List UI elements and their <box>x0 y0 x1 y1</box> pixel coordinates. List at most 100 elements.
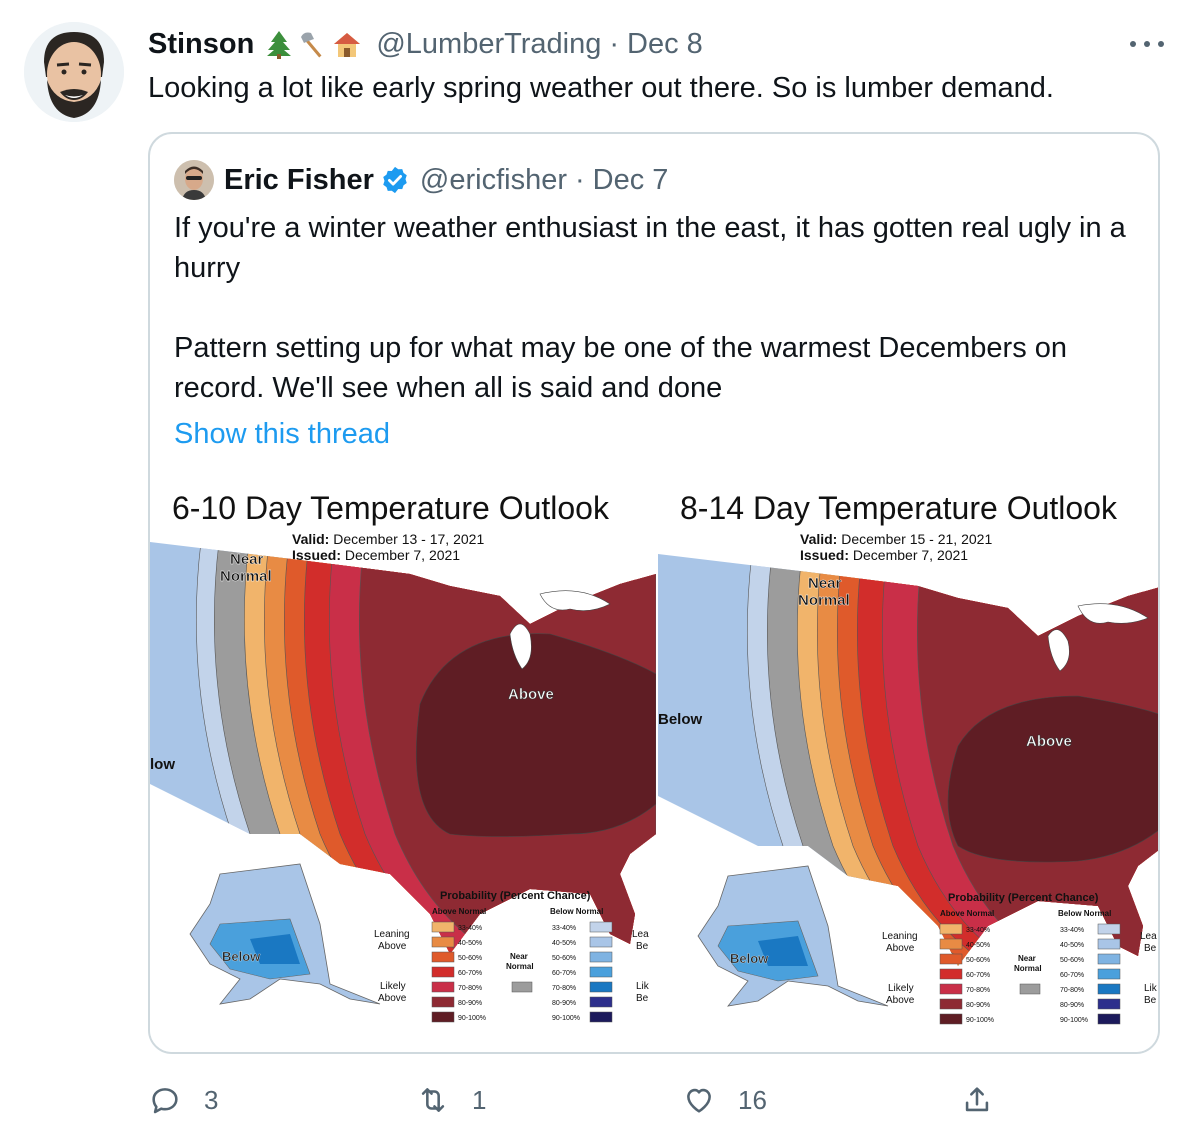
legend-label: Be <box>1144 943 1157 954</box>
legend-bin-label: 80-90% <box>552 1000 576 1007</box>
issued-label: Issued: <box>292 547 342 563</box>
great-lakes <box>539 590 611 611</box>
near-normal-label: Normal <box>798 592 850 609</box>
legend-swatch <box>1097 983 1121 995</box>
heart-icon <box>687 1088 711 1113</box>
tweet-actions: 3 1 16 <box>148 1078 1008 1122</box>
outlook-map-6-10-day[interactable]: 6-10 Day Temperature Outlook Valid: Dece… <box>150 484 656 1052</box>
probability-legend: Probability (Percent Chance) Above Normal… <box>374 890 650 1023</box>
below-label: low <box>150 756 175 773</box>
legend-label: Lik <box>636 981 650 992</box>
legend-swatch <box>1097 923 1121 935</box>
near-normal-label: Near <box>808 575 842 592</box>
outlook-core-above <box>947 695 1158 863</box>
legend-label: Be <box>636 941 649 952</box>
verified-badge-icon <box>383 166 407 194</box>
separator: · <box>609 27 620 60</box>
legend-swatch <box>1097 998 1121 1010</box>
legend-bin-label: 40-50% <box>552 940 576 947</box>
outlook-map-8-14-day[interactable]: 8-14 Day Temperature Outlook Valid: Dece… <box>656 484 1158 1052</box>
quoted-tweet-text: If you're a winter weather enthusiast in… <box>174 208 1144 408</box>
legend-bin-label: 90-100% <box>552 1015 580 1022</box>
attached-images: 6-10 Day Temperature Outlook Valid: Dece… <box>150 484 1158 1052</box>
alaska-region: Below <box>189 863 381 1005</box>
legend-bin-label: 60-70% <box>1060 972 1084 979</box>
author-name[interactable]: Stinson <box>148 27 255 60</box>
share-icon <box>965 1087 989 1112</box>
quoted-text-paragraph: Pattern setting up for what may be one o… <box>174 332 1068 404</box>
great-lakes <box>509 623 532 670</box>
legend-header: Above Normal <box>940 909 994 918</box>
legend-header: Below Normal <box>550 907 603 916</box>
legend-bin-label: 70-80% <box>552 985 576 992</box>
legend-swatch <box>939 953 963 965</box>
axe-icon <box>301 32 322 58</box>
issued-label: Issued: <box>800 547 850 563</box>
legend-swatch <box>431 966 455 978</box>
legend-bin-label: 60-70% <box>966 972 990 979</box>
house-icon <box>334 33 361 57</box>
tweet-text: Looking a lot like early spring weather … <box>148 72 1054 104</box>
valid-dates: December 15 - 21, 2021 <box>841 531 993 547</box>
legend-bin-label: 70-80% <box>1060 987 1084 994</box>
legend-swatch <box>589 936 613 948</box>
below-label: Below <box>222 949 261 964</box>
legend-label: Above <box>378 993 407 1004</box>
legend-swatch <box>511 981 533 993</box>
quoted-tweet[interactable]: Eric Fisher @ericfisher · Dec 7 If you'r… <box>148 132 1160 1054</box>
valid-label: Valid: <box>292 531 330 547</box>
legend-label: Above <box>378 941 407 952</box>
separator: · <box>575 163 585 196</box>
legend-label: Near <box>510 952 528 961</box>
reply-button[interactable]: 3 <box>148 1078 218 1122</box>
legend-bin-label: 60-70% <box>458 970 482 977</box>
legend-bin-label: 60-70% <box>552 970 576 977</box>
above-label: Above <box>508 686 554 703</box>
outlook-core-above <box>415 633 656 837</box>
legend-bin-label: 40-50% <box>1060 942 1084 949</box>
author-emoji <box>264 29 362 59</box>
legend-swatch <box>589 951 613 963</box>
legend-swatch <box>431 951 455 963</box>
alaska-core <box>250 934 300 964</box>
reply-icon <box>152 1088 178 1114</box>
avatar[interactable] <box>24 22 124 122</box>
legend-bin-label: 40-50% <box>458 940 482 947</box>
legend-bin-label: 33-40% <box>458 925 482 932</box>
great-lakes <box>1077 603 1149 624</box>
tweet-date[interactable]: Dec 8 <box>627 27 703 60</box>
evergreen-tree-icon <box>267 31 292 59</box>
quoted-author-name: Eric Fisher <box>224 163 374 196</box>
legend-swatch <box>1097 968 1121 980</box>
legend-swatch <box>939 1013 963 1025</box>
legend-label: Leaning <box>882 931 918 942</box>
legend-label: Likely <box>888 983 914 994</box>
legend-bin-label: 33-40% <box>1060 927 1084 934</box>
legend-bin-label: 80-90% <box>1060 1002 1084 1009</box>
legend-label: Normal <box>1014 964 1042 973</box>
more-options-icon[interactable] <box>1130 34 1164 54</box>
legend-swatch <box>939 968 963 980</box>
great-lakes <box>1047 629 1070 672</box>
legend-label: Be <box>636 993 649 1004</box>
legend-swatch <box>939 938 963 950</box>
probability-legend: Probability (Percent Chance) Above Normal… <box>882 892 1158 1025</box>
show-thread-link[interactable]: Show this thread <box>174 418 391 450</box>
below-label: Below <box>658 711 703 728</box>
share-button[interactable] <box>960 1078 994 1122</box>
like-button[interactable]: 16 <box>682 1078 767 1122</box>
retweet-button[interactable]: 1 <box>416 1078 486 1122</box>
legend-header: Below Normal <box>1058 909 1111 918</box>
map-title: 8-14 Day Temperature Outlook <box>680 490 1117 526</box>
legend-bin-label: 90-100% <box>1060 1017 1088 1024</box>
author-handle[interactable]: @LumberTrading <box>376 27 602 60</box>
legend-swatch <box>939 998 963 1010</box>
legend-label: Above <box>886 943 915 954</box>
legend-swatch <box>431 921 455 933</box>
legend-bin-label: 40-50% <box>966 942 990 949</box>
legend-title: Probability (Percent Chance) <box>440 890 591 902</box>
legend-label: Near <box>1018 954 1036 963</box>
map-title: 6-10 Day Temperature Outlook <box>172 490 609 526</box>
